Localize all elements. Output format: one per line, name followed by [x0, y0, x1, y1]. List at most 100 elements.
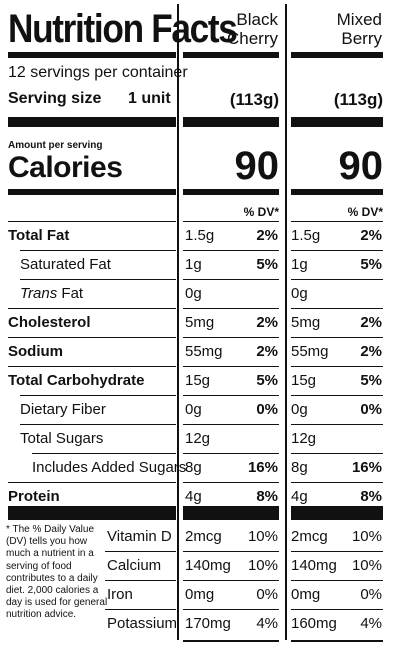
header-bar-mid	[183, 52, 279, 58]
flavor-header-2: Mixed Berry	[290, 10, 382, 48]
row-rule	[183, 308, 279, 309]
row-rule	[183, 424, 279, 425]
nutrient-label: Total Carbohydrate	[8, 372, 145, 389]
row-rule	[291, 337, 383, 338]
daily-value-footnote: * The % Daily Value (DV) tells you how m…	[6, 524, 108, 621]
nutrient-amount: 8g	[291, 459, 308, 476]
bottom-rule-mid	[183, 640, 279, 642]
flavor-2-line1: Mixed	[336, 10, 382, 29]
calories-value-1: 90	[234, 144, 280, 188]
nutrient-dv: 16%	[351, 459, 382, 476]
amount-per-serving: Amount per serving	[8, 140, 103, 151]
nutrient-amount: 12g	[185, 430, 211, 447]
nutrient-dv: 5%	[256, 256, 278, 273]
row-rule	[291, 279, 383, 280]
calories-bar-left	[8, 189, 176, 195]
nutrient-label: Trans Fat	[20, 285, 83, 303]
serving-size-label: Serving size	[8, 90, 102, 107]
row-rule	[20, 395, 176, 396]
nutrient-amount: 15g	[291, 372, 317, 389]
vitamins-bar-right	[291, 506, 383, 520]
vitamin-dv: 10%	[351, 528, 382, 545]
serving-weight-1: (113g)	[229, 90, 279, 109]
nutrient-label-italic: Trans	[20, 285, 58, 302]
nutrient-amount: 0g	[185, 401, 202, 418]
vitamin-dv: 0%	[360, 586, 382, 603]
vitamin-dv: 4%	[360, 615, 382, 632]
row-rule	[8, 482, 176, 483]
row-rule	[291, 424, 383, 425]
nutrient-dv: 16%	[247, 459, 278, 476]
nutrient-amount: 8g	[185, 459, 202, 476]
calories-bar-mid	[183, 189, 279, 195]
calories-value-2: 90	[338, 144, 384, 188]
nutrient-amount: 12g	[291, 430, 317, 447]
vitamin-dv: 0%	[256, 586, 278, 603]
nutrient-amount: 55mg	[185, 343, 223, 360]
flavor-header-1: Black Cherry	[182, 10, 278, 48]
vitamin-rule	[183, 609, 279, 610]
nutrient-amount: 0g	[185, 285, 202, 302]
dv-header-1: % DV*	[243, 205, 279, 219]
nutrient-label: Cholesterol	[8, 314, 91, 331]
flavor-1-line1: Black	[236, 10, 278, 29]
nutrient-amount: 15g	[185, 372, 211, 389]
nutrient-amount: 5mg	[291, 314, 321, 331]
nutrient-dv: 5%	[256, 372, 278, 389]
nutrient-dv: 2%	[360, 314, 382, 331]
vitamin-dv: 4%	[256, 615, 278, 632]
nutrient-label: Protein	[8, 488, 60, 505]
vitamin-amount: 0mg	[291, 586, 321, 603]
nutrient-label: Saturated Fat	[20, 256, 111, 273]
row-rule	[183, 221, 279, 222]
row-rule	[183, 337, 279, 338]
nutrient-dv: 2%	[360, 227, 382, 244]
nutrient-amount: 5mg	[185, 314, 215, 331]
vitamin-amount: 2mcg	[291, 528, 328, 545]
vitamin-amount: 2mcg	[185, 528, 222, 545]
nutrient-amount: 1g	[185, 256, 202, 273]
nutrient-amount: 1g	[291, 256, 308, 273]
vitamin-dv: 10%	[351, 557, 382, 574]
row-rule	[20, 424, 176, 425]
vitamin-amount: 0mg	[185, 586, 215, 603]
row-rule	[183, 482, 279, 483]
vitamin-rule	[183, 580, 279, 581]
nutrient-dv: 2%	[256, 227, 278, 244]
vitamin-amount: 140mg	[185, 557, 231, 574]
nutrient-dv: 8%	[360, 488, 382, 505]
nutrient-label: Total Sugars	[20, 430, 104, 447]
nutrient-dv: 5%	[360, 372, 382, 389]
nutrient-dv: 2%	[256, 343, 278, 360]
calories-label: Calories	[8, 151, 123, 184]
nutrient-dv: 2%	[360, 343, 382, 360]
vitamin-label: Calcium	[107, 557, 162, 574]
nutrient-amount: 0g	[291, 285, 308, 302]
vitamin-label: Iron	[107, 586, 133, 603]
vitamin-amount: 160mg	[291, 615, 337, 632]
vitamins-bar-mid	[183, 506, 279, 520]
row-rule	[8, 308, 176, 309]
vitamin-rule	[183, 551, 279, 552]
row-rule	[291, 221, 383, 222]
nutrient-amount: 4g	[291, 488, 308, 505]
serving-bar-left	[8, 117, 176, 127]
row-rule	[291, 453, 383, 454]
nutrient-amount: 1.5g	[185, 227, 215, 244]
vitamin-rule	[105, 551, 176, 552]
vitamins-bar-left	[8, 506, 176, 520]
serving-weight-2: (113g)	[333, 90, 383, 109]
nutrient-dv: 0%	[360, 401, 382, 418]
flavor-2-line2: Berry	[341, 29, 382, 48]
nutrient-label-rest: Fat	[57, 285, 84, 302]
vitamin-amount: 140mg	[291, 557, 337, 574]
header-bar-left	[8, 52, 176, 58]
header-bar-right	[291, 52, 383, 58]
nutrient-amount: 55mg	[291, 343, 329, 360]
vitamin-amount: 170mg	[185, 615, 231, 632]
column-divider-2	[285, 4, 287, 640]
nutrient-dv: 8%	[256, 488, 278, 505]
calories-bar-right	[291, 189, 383, 195]
nutrient-amount: 4g	[185, 488, 202, 505]
vitamin-dv: 10%	[247, 557, 278, 574]
